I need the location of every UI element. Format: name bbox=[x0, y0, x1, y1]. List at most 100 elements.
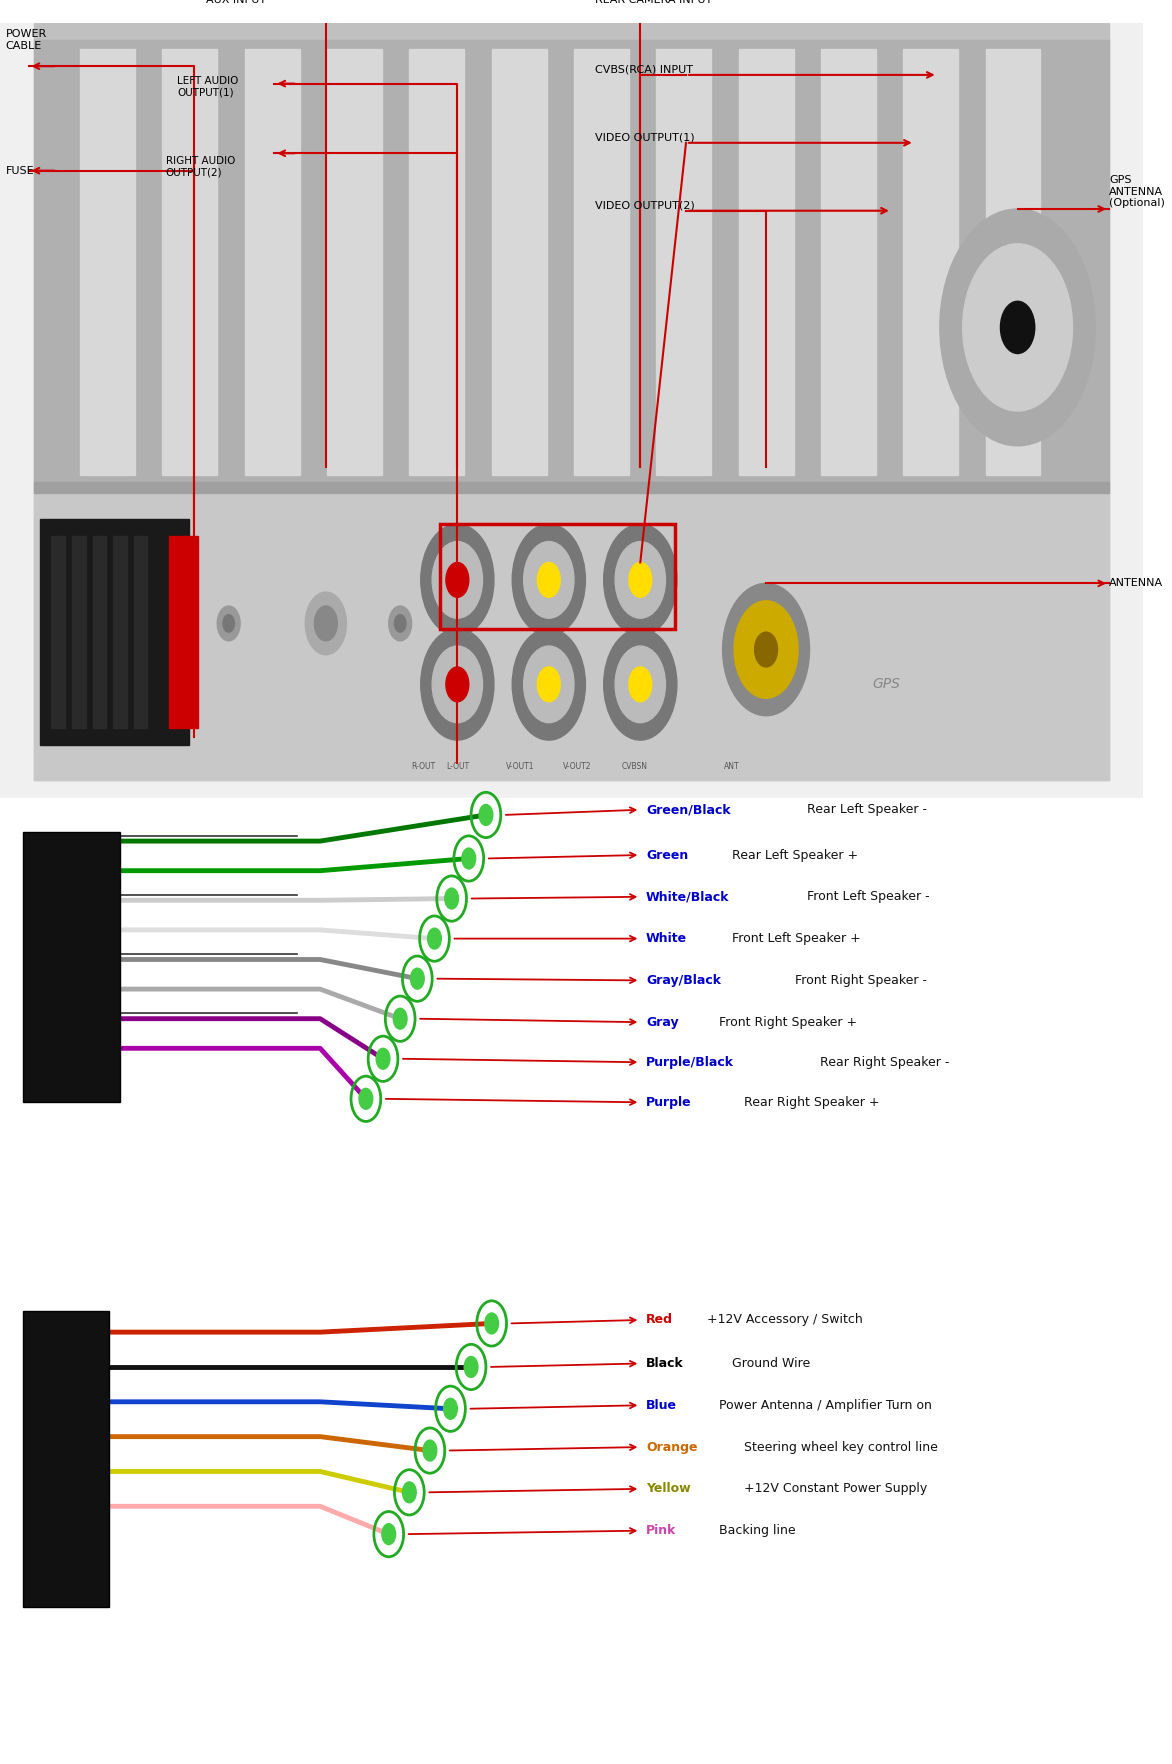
Text: CVBSN: CVBSN bbox=[621, 762, 648, 771]
Text: CVBS(RCA) INPUT: CVBS(RCA) INPUT bbox=[594, 65, 693, 74]
Bar bbox=[656, 49, 711, 476]
Bar bbox=[80, 49, 135, 476]
Circle shape bbox=[432, 542, 483, 617]
Text: Rear Right Speaker -: Rear Right Speaker - bbox=[819, 1055, 949, 1069]
Bar bbox=[441, 524, 675, 628]
Text: Gray/Black: Gray/Black bbox=[646, 974, 721, 986]
Text: +12V Accessory / Switch: +12V Accessory / Switch bbox=[707, 1314, 863, 1327]
Text: Steering wheel key control line: Steering wheel key control line bbox=[744, 1441, 939, 1454]
Circle shape bbox=[604, 628, 677, 741]
Bar bbox=[0, 797, 1144, 1162]
Bar bbox=[23, 833, 120, 1102]
Text: VIDEO OUTPUT(2): VIDEO OUTPUT(2) bbox=[594, 201, 694, 210]
Circle shape bbox=[524, 646, 574, 723]
Text: Green/Black: Green/Black bbox=[646, 803, 730, 817]
Text: White/Black: White/Black bbox=[646, 891, 729, 903]
Text: VIDEO OUTPUT(1): VIDEO OUTPUT(1) bbox=[594, 132, 694, 143]
Circle shape bbox=[394, 1009, 407, 1028]
Bar bbox=[93, 536, 107, 729]
Text: GPS: GPS bbox=[872, 677, 900, 691]
Text: Yellow: Yellow bbox=[646, 1482, 690, 1496]
Circle shape bbox=[723, 584, 810, 716]
Circle shape bbox=[421, 524, 493, 635]
Circle shape bbox=[479, 804, 492, 826]
Bar bbox=[114, 536, 127, 729]
Text: Front Right Speaker -: Front Right Speaker - bbox=[795, 974, 927, 986]
Circle shape bbox=[1001, 302, 1035, 353]
Text: Backing line: Backing line bbox=[720, 1524, 796, 1536]
Circle shape bbox=[421, 628, 493, 741]
Text: L-OUT: L-OUT bbox=[445, 762, 469, 771]
Text: +12V Constant Power Supply: +12V Constant Power Supply bbox=[744, 1482, 927, 1496]
Text: R-OUT: R-OUT bbox=[411, 762, 435, 771]
Bar bbox=[23, 1311, 109, 1607]
Circle shape bbox=[615, 542, 666, 617]
Bar bbox=[34, 482, 1109, 492]
Text: V-OUT1: V-OUT1 bbox=[506, 762, 534, 771]
Circle shape bbox=[464, 1357, 478, 1378]
Circle shape bbox=[423, 1439, 437, 1461]
Circle shape bbox=[734, 602, 798, 699]
Circle shape bbox=[217, 607, 240, 640]
Circle shape bbox=[462, 848, 476, 870]
Bar bbox=[409, 49, 464, 476]
Bar bbox=[904, 49, 959, 476]
Text: POWER
CABLE: POWER CABLE bbox=[6, 30, 47, 51]
Bar bbox=[820, 49, 875, 476]
Bar bbox=[574, 49, 629, 476]
Circle shape bbox=[524, 542, 574, 617]
Bar bbox=[491, 49, 546, 476]
Text: Front Left Speaker +: Front Left Speaker + bbox=[731, 931, 860, 946]
Bar bbox=[0, 23, 1144, 797]
Circle shape bbox=[604, 524, 677, 635]
Text: Rear Left Speaker +: Rear Left Speaker + bbox=[731, 848, 858, 861]
Text: Gray: Gray bbox=[646, 1016, 679, 1028]
Text: AUX INPUT: AUX INPUT bbox=[206, 0, 266, 5]
Circle shape bbox=[314, 607, 338, 640]
Bar bbox=[327, 49, 382, 476]
Bar bbox=[71, 536, 86, 729]
Text: Ground Wire: Ground Wire bbox=[731, 1357, 810, 1371]
Text: V-OUT2: V-OUT2 bbox=[564, 762, 592, 771]
Text: Front Right Speaker +: Front Right Speaker + bbox=[720, 1016, 857, 1028]
Text: ANT: ANT bbox=[724, 762, 740, 771]
Circle shape bbox=[444, 1399, 457, 1420]
Bar bbox=[34, 41, 1109, 483]
Text: GPS
ANTENNA
(Optional): GPS ANTENNA (Optional) bbox=[1109, 175, 1165, 208]
Text: Green: Green bbox=[646, 848, 688, 861]
Circle shape bbox=[395, 614, 406, 632]
Bar bbox=[40, 519, 189, 746]
Text: Rear Right Speaker +: Rear Right Speaker + bbox=[744, 1095, 880, 1110]
Circle shape bbox=[445, 667, 469, 702]
Text: RIGHT AUDIO
OUTPUT(2): RIGHT AUDIO OUTPUT(2) bbox=[165, 157, 236, 178]
Text: White: White bbox=[646, 931, 687, 946]
Text: ANTENNA: ANTENNA bbox=[1109, 579, 1163, 589]
Bar bbox=[0, 1162, 1144, 1660]
Circle shape bbox=[402, 1482, 416, 1503]
Circle shape bbox=[376, 1048, 390, 1069]
Circle shape bbox=[444, 887, 458, 908]
Circle shape bbox=[382, 1524, 396, 1545]
Circle shape bbox=[223, 614, 234, 632]
Bar bbox=[738, 49, 793, 476]
Bar bbox=[134, 536, 148, 729]
Bar bbox=[986, 49, 1041, 476]
Circle shape bbox=[755, 632, 777, 667]
Circle shape bbox=[962, 243, 1072, 411]
Circle shape bbox=[538, 667, 560, 702]
Text: Rear Left Speaker -: Rear Left Speaker - bbox=[808, 803, 927, 817]
Circle shape bbox=[512, 524, 585, 635]
Text: Black: Black bbox=[646, 1357, 683, 1371]
Circle shape bbox=[629, 667, 652, 702]
Circle shape bbox=[940, 208, 1096, 446]
Bar bbox=[52, 536, 66, 729]
Circle shape bbox=[432, 646, 483, 723]
Text: Pink: Pink bbox=[646, 1524, 676, 1536]
Bar bbox=[169, 536, 198, 729]
Circle shape bbox=[305, 593, 347, 654]
Text: Orange: Orange bbox=[646, 1441, 697, 1454]
Circle shape bbox=[428, 928, 442, 949]
Text: REAR CAMERA INPUT: REAR CAMERA INPUT bbox=[594, 0, 711, 5]
Text: LEFT AUDIO
OUTPUT(1): LEFT AUDIO OUTPUT(1) bbox=[177, 76, 239, 97]
Circle shape bbox=[410, 968, 424, 990]
